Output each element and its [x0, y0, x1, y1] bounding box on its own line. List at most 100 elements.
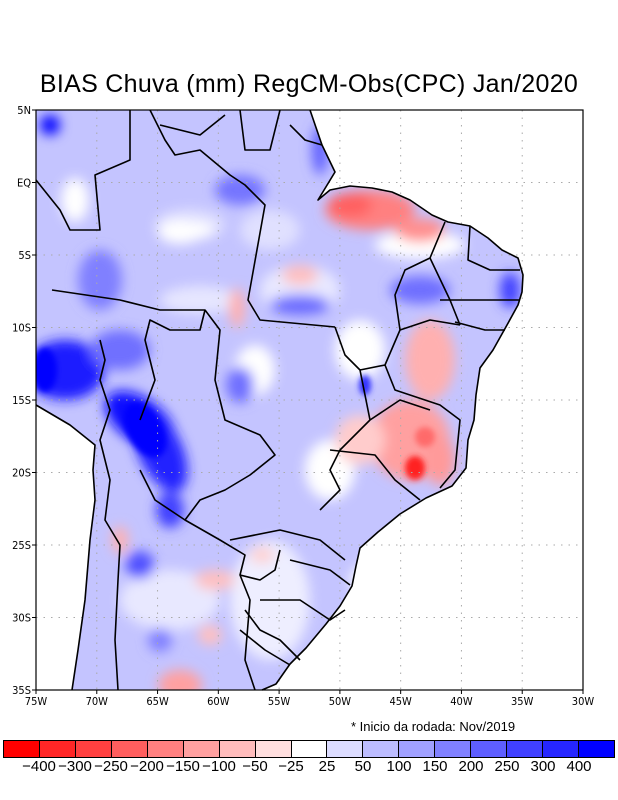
field-patch: [500, 272, 520, 308]
run-start-note: * Inicio da rodada: Nov/2019: [351, 719, 516, 734]
field-patch: [226, 367, 254, 403]
field-patch: [229, 288, 245, 328]
colorbar-label: 400: [566, 758, 592, 775]
field-patch: [405, 456, 425, 480]
colorbar: [3, 740, 615, 758]
field-patch: [195, 570, 235, 590]
andes-border: [99, 339, 121, 691]
pacific-coastline: [35, 404, 96, 691]
x-tick-label: 75W: [25, 695, 48, 708]
colorbar-swatch: [147, 741, 184, 757]
field-patch: [390, 276, 450, 304]
colorbar-label: −200: [130, 758, 164, 775]
colorbar-swatch: [399, 741, 436, 757]
field-patch: [350, 550, 510, 610]
field-patch: [282, 265, 318, 285]
colorbar-label: 300: [530, 758, 556, 775]
field-patch: [112, 526, 128, 554]
colorbar-label: −300: [58, 758, 92, 775]
colorbar-swatch: [543, 741, 579, 757]
field-patch: [40, 115, 60, 135]
colorbar-label: −100: [202, 758, 236, 775]
y-tick-label: 30S: [12, 612, 31, 625]
colorbar-label: −400: [22, 758, 56, 775]
x-tick-label: 70W: [86, 695, 109, 708]
grid-lines: [36, 110, 583, 690]
y-tick-label: 25S: [12, 539, 31, 552]
colorbar-label: −150: [166, 758, 200, 775]
colorbar-swatch: [579, 741, 614, 757]
colorbar-label: −250: [94, 758, 128, 775]
x-tick-label: 55W: [268, 695, 291, 708]
colorbar-label: 25: [318, 758, 336, 775]
field-patch: [375, 231, 465, 259]
field-patch: [215, 175, 265, 205]
field-patch: [148, 628, 172, 652]
colorbar-swatch: [471, 741, 508, 757]
colorbar-swatch: [255, 741, 292, 757]
field-patch: [120, 570, 220, 630]
y-axis: 5N EQ 5S 10S 15S 20S 25S 30S 35S: [12, 104, 36, 697]
colorbar-label: −50: [242, 758, 268, 775]
brazil-north-states: [149, 109, 336, 328]
field-patch: [335, 320, 385, 380]
field-patch: [405, 320, 455, 400]
field-patch: [312, 125, 328, 175]
brazil-south-states: [229, 529, 351, 666]
x-tick-label: 50W: [329, 695, 352, 708]
brazil-west-border: [35, 110, 276, 521]
x-tick-label: 45W: [389, 695, 412, 708]
colorbar-swatch: [363, 741, 400, 757]
field-patch: [250, 547, 274, 563]
y-tick-label: 35S: [12, 684, 31, 697]
colorbar-swatch: [219, 741, 256, 757]
field-patch: [123, 402, 167, 458]
y-tick-label: 5N: [17, 104, 31, 117]
field-patch: [160, 286, 240, 314]
y-tick-label: 5S: [18, 249, 31, 262]
colorbar-swatch: [39, 741, 76, 757]
colorbar-label: −25: [278, 758, 304, 775]
paraguay-argentina-borders: [184, 519, 281, 691]
field-patch: [90, 330, 150, 370]
field-patch: [61, 178, 89, 222]
field-patch: [240, 210, 300, 250]
x-tick-label: 40W: [450, 695, 473, 708]
field-patch: [395, 218, 445, 242]
colorbar-swatch: [507, 741, 544, 757]
x-tick-label: 35W: [511, 695, 534, 708]
field-patch: [36, 348, 57, 392]
colorbar-label: 150: [422, 758, 448, 775]
brazil-northeast-states: [399, 225, 520, 331]
colorbar-swatch: [111, 741, 148, 757]
x-axis: 75W 70W 65W 60W 55W 50W 45W 40W 35W 30W: [25, 690, 595, 708]
field-patch: [158, 670, 202, 690]
coastline: [261, 109, 524, 691]
colorbar-swatch: [4, 741, 40, 757]
field-patch: [270, 295, 330, 315]
y-tick-label: 10S: [12, 322, 31, 335]
x-tick-label: 30W: [572, 695, 595, 708]
colorbar-label: 250: [494, 758, 520, 775]
field-patch: [425, 435, 455, 485]
colorbar-label: 200: [458, 758, 484, 775]
field-patch: [126, 551, 154, 579]
colorbar-label: 100: [386, 758, 412, 775]
colorbar-swatch: [435, 741, 472, 757]
field-patch: [158, 220, 202, 244]
chart-title: BIAS Chuva (mm) RegCM-Obs(CPC) Jan/2020: [39, 70, 579, 98]
field-patch: [328, 193, 372, 217]
field-patch: [78, 250, 122, 310]
bolivia-border: [139, 309, 206, 421]
colorbar-swatch: [327, 741, 364, 757]
y-tick-label: 20S: [12, 467, 31, 480]
y-tick-label: EQ: [17, 177, 31, 190]
borders: [35, 109, 524, 691]
field-patch: [415, 427, 435, 447]
colorbar-labels: −400 −300 −250 −200 −150 −100 −50 −25 25 50 100 150…: [0, 758, 618, 778]
colorbar-label: 50: [354, 758, 372, 775]
colorbar-swatch: [291, 741, 328, 757]
x-tick-label: 65W: [146, 695, 169, 708]
colorbar-swatch: [75, 741, 112, 757]
